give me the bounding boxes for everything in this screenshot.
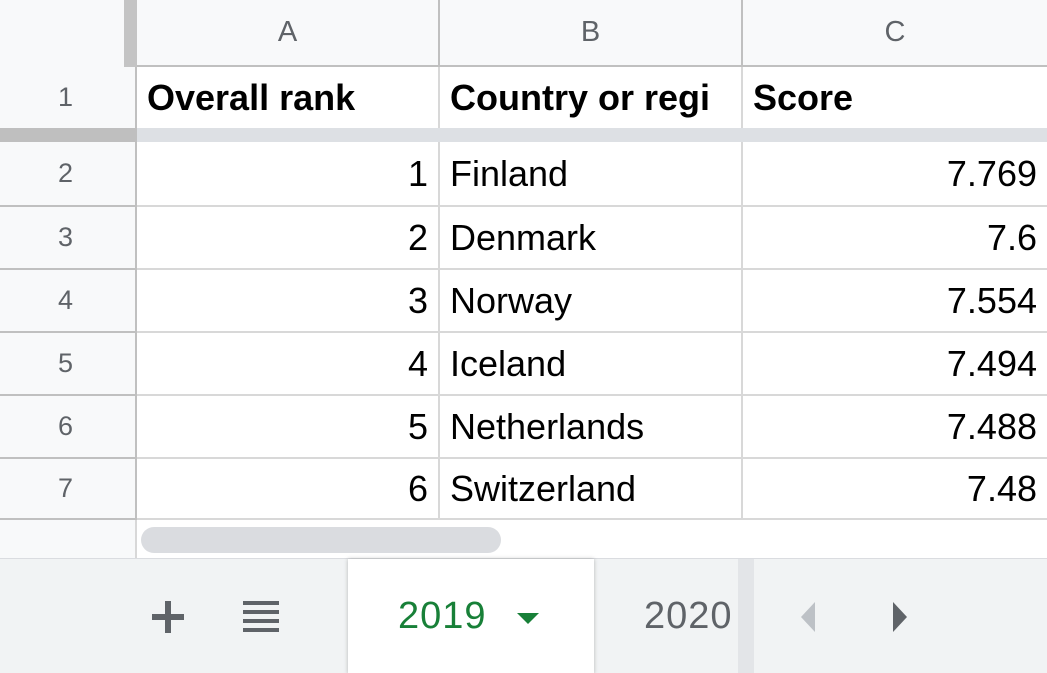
cell-c3[interactable]: 7.6 bbox=[743, 207, 1047, 270]
cell-a4[interactable]: 3 bbox=[137, 270, 440, 333]
cell-b2[interactable]: Finland bbox=[440, 142, 743, 207]
cell-a7[interactable]: 6 bbox=[137, 459, 440, 520]
cell-b1[interactable]: Country or regi bbox=[440, 67, 743, 128]
cell-a2[interactable]: 1 bbox=[137, 142, 440, 207]
frozen-column-handle[interactable] bbox=[124, 0, 137, 67]
sheet-tab-label: 2019 bbox=[398, 595, 487, 637]
column-header-a[interactable]: A bbox=[137, 0, 440, 65]
chevron-left-icon bbox=[801, 601, 815, 632]
all-sheets-button[interactable] bbox=[232, 559, 290, 673]
add-sheet-button[interactable] bbox=[140, 559, 196, 673]
frozen-row-handle[interactable] bbox=[0, 128, 137, 142]
frozen-row-line bbox=[137, 128, 1047, 142]
horizontal-scrollbar[interactable] bbox=[0, 520, 1047, 558]
cell-a6[interactable]: 5 bbox=[137, 396, 440, 459]
cell-c7[interactable]: 7.48 bbox=[743, 459, 1047, 520]
cell-c6[interactable]: 7.488 bbox=[743, 396, 1047, 459]
scrollbar-gutter bbox=[0, 520, 137, 558]
row-header-7[interactable]: 7 bbox=[0, 459, 137, 520]
row-header-3[interactable]: 3 bbox=[0, 207, 137, 270]
row-header-5[interactable]: 5 bbox=[0, 333, 137, 396]
column-header-b[interactable]: B bbox=[440, 0, 743, 65]
cell-b5[interactable]: Iceland bbox=[440, 333, 743, 396]
cell-b3[interactable]: Denmark bbox=[440, 207, 743, 270]
cell-a3[interactable]: 2 bbox=[137, 207, 440, 270]
row-header-6[interactable]: 6 bbox=[0, 396, 137, 459]
cell-c5[interactable]: 7.494 bbox=[743, 333, 1047, 396]
plus-icon bbox=[152, 600, 184, 633]
tab-scroll-divider bbox=[738, 559, 754, 673]
scrollbar-thumb[interactable] bbox=[141, 527, 501, 553]
sheet-tab-2020[interactable]: 2020 bbox=[594, 559, 744, 673]
column-header-c[interactable]: C bbox=[884, 16, 906, 48]
row-header-2[interactable]: 2 bbox=[0, 142, 137, 207]
frozen-row-divider[interactable] bbox=[0, 128, 1047, 142]
sheet-tab-bar: 2019 2020 bbox=[0, 558, 1047, 673]
cell-b7[interactable]: Switzerland bbox=[440, 459, 743, 520]
cell-a5[interactable]: 4 bbox=[137, 333, 440, 396]
column-header-row: A B C bbox=[0, 0, 1047, 67]
cell-a1[interactable]: Overall rank bbox=[137, 67, 440, 128]
list-icon bbox=[243, 600, 279, 632]
scroll-tabs-right-button[interactable] bbox=[878, 559, 922, 673]
row-header-1[interactable]: 1 bbox=[0, 67, 137, 128]
chevron-right-icon bbox=[893, 601, 907, 632]
row-header-4[interactable]: 4 bbox=[0, 270, 137, 333]
scroll-tabs-left-button[interactable] bbox=[786, 559, 830, 673]
cell-b6[interactable]: Netherlands bbox=[440, 396, 743, 459]
cell-c4[interactable]: 7.554 bbox=[743, 270, 1047, 333]
sheet-tab-2019[interactable]: 2019 bbox=[348, 559, 594, 673]
sheet-tab-label: 2020 bbox=[644, 595, 733, 637]
cell-b4[interactable]: Norway bbox=[440, 270, 743, 333]
cell-c1[interactable]: Score bbox=[753, 76, 854, 118]
caret-down-icon[interactable] bbox=[516, 613, 539, 624]
select-all-corner[interactable] bbox=[0, 0, 124, 67]
cell-c2[interactable]: 7.769 bbox=[743, 142, 1047, 207]
